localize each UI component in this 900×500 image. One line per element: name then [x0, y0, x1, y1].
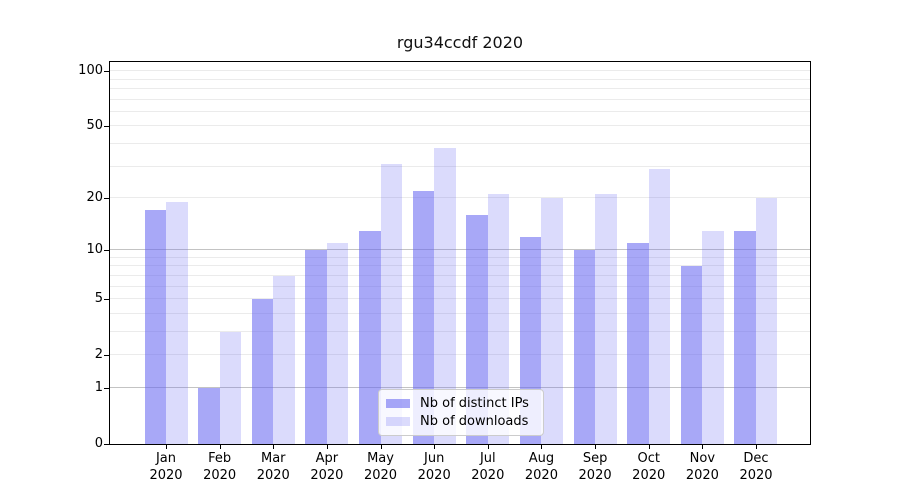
- y-tick-mark-0: [104, 444, 109, 445]
- x-tick-label-mar: Mar 2020: [256, 451, 290, 483]
- legend-label-distinct-ips: Nb of distinct IPs: [420, 395, 529, 411]
- minor-gridline-6: [110, 285, 810, 287]
- x-tick-mark-mar: [273, 445, 275, 449]
- x-tick-label-apr: Apr 2020: [310, 451, 344, 483]
- bar-downloads-mar: [273, 275, 295, 444]
- minor-gridline-60: [110, 110, 810, 112]
- minor-gridline-9: [110, 256, 810, 258]
- x-tick-label-oct: Oct 2020: [632, 451, 666, 483]
- x-tick-label-jul: Jul 2020: [471, 451, 505, 483]
- minor-gridline-50: [110, 125, 810, 127]
- legend-entry-downloads: Nb of downloads: [386, 412, 535, 430]
- minor-gridline-20: [110, 197, 810, 198]
- legend-label-downloads: Nb of downloads: [420, 413, 529, 429]
- bar-distinct-ips-apr: [305, 250, 327, 444]
- y-tick-label-5: 5: [94, 291, 103, 307]
- bar-downloads-nov: [702, 230, 724, 444]
- x-tick-mark-jun: [434, 445, 436, 449]
- x-tick-mark-aug: [541, 445, 543, 449]
- y-tick-mark-2: [104, 355, 109, 357]
- bar-distinct-ips-may: [359, 230, 381, 444]
- x-tick-label-aug: Aug 2020: [524, 451, 558, 483]
- y-tick-mark-5: [104, 299, 109, 301]
- minor-gridline-8: [110, 265, 810, 267]
- x-tick-label-jan: Jan 2020: [149, 451, 183, 483]
- bar-distinct-ips-feb: [198, 388, 220, 444]
- y-tick-mark-10: [104, 250, 109, 252]
- minor-gridline-90: [110, 78, 810, 80]
- x-tick-label-sep: Sep 2020: [578, 451, 612, 483]
- y-tick-label-20: 20: [86, 189, 103, 205]
- y-tick-mark-50: [104, 126, 109, 128]
- bar-downloads-sep: [595, 194, 617, 444]
- bar-downloads-feb: [219, 331, 242, 444]
- plot-area: [110, 62, 810, 444]
- y-tick-label-100: 100: [78, 63, 103, 79]
- x-tick-label-feb: Feb 2020: [203, 451, 237, 483]
- major-gridline-1: [110, 387, 810, 388]
- x-tick-mark-sep: [595, 445, 597, 449]
- minor-gridline-70: [110, 98, 810, 100]
- y-tick-label-2: 2: [94, 347, 103, 363]
- bar-distinct-ips-jun: [412, 190, 435, 444]
- x-tick-label-may: May 2020: [363, 451, 398, 483]
- bar-distinct-ips-dec: [734, 230, 756, 444]
- minor-gridline-40: [110, 142, 810, 144]
- minor-gridline-80: [110, 87, 810, 89]
- x-tick-mark-nov: [702, 445, 704, 449]
- legend-swatch-downloads: [386, 416, 410, 426]
- y-tick-label-10: 10: [86, 242, 103, 258]
- bar-distinct-ips-nov: [680, 266, 703, 444]
- x-tick-mark-dec: [755, 445, 757, 449]
- bar-downloads-may: [380, 163, 403, 444]
- major-gridline-10: [110, 249, 810, 251]
- bar-downloads-dec: [755, 198, 778, 444]
- chart-title: rgu34ccdf 2020: [396, 33, 524, 52]
- bar-downloads-jan: [166, 201, 188, 444]
- bar-distinct-ips-jan: [144, 210, 166, 444]
- y-tick-mark-20: [104, 197, 109, 199]
- x-tick-mark-jan: [166, 445, 167, 449]
- bar-downloads-oct: [648, 169, 671, 444]
- bar-downloads-jun: [434, 147, 456, 444]
- legend-swatch-distinct-ips: [386, 398, 410, 408]
- x-tick-label-nov: Nov 2020: [685, 451, 719, 483]
- bar-distinct-ips-sep: [573, 250, 596, 444]
- y-tick-label-1: 1: [94, 379, 103, 395]
- legend-entry-distinct-ips: Nb of distinct IPs: [386, 394, 535, 412]
- minor-gridline-4: [110, 312, 810, 314]
- x-tick-mark-may: [380, 445, 382, 449]
- y-tick-label-0: 0: [94, 436, 103, 451]
- bar-downloads-jul: [487, 194, 510, 444]
- bar-distinct-ips-mar: [251, 299, 274, 444]
- bar-downloads-aug: [541, 198, 563, 444]
- y-tick-mark-100: [104, 71, 109, 73]
- x-tick-label-dec: Dec 2020: [739, 451, 773, 483]
- bar-distinct-ips-jul: [466, 215, 488, 444]
- minor-gridline-3: [110, 330, 810, 332]
- bar-distinct-ips-oct: [627, 243, 649, 444]
- minor-gridline-2: [110, 354, 810, 356]
- bar-downloads-apr: [326, 243, 349, 444]
- x-tick-mark-oct: [648, 445, 650, 449]
- x-tick-label-jun: Jun 2020: [417, 451, 451, 483]
- minor-gridline-7: [110, 274, 810, 276]
- x-tick-mark-jul: [487, 445, 489, 449]
- x-tick-mark-apr: [326, 445, 328, 449]
- y-tick-label-50: 50: [86, 118, 103, 134]
- legend: Nb of distinct IPs Nb of downloads: [378, 389, 544, 436]
- minor-gridline-5: [110, 298, 810, 300]
- y-tick-mark-1: [104, 387, 109, 389]
- minor-gridline-30: [110, 165, 810, 167]
- x-tick-mark-feb: [219, 445, 221, 449]
- minor-gridline-100: [110, 70, 810, 72]
